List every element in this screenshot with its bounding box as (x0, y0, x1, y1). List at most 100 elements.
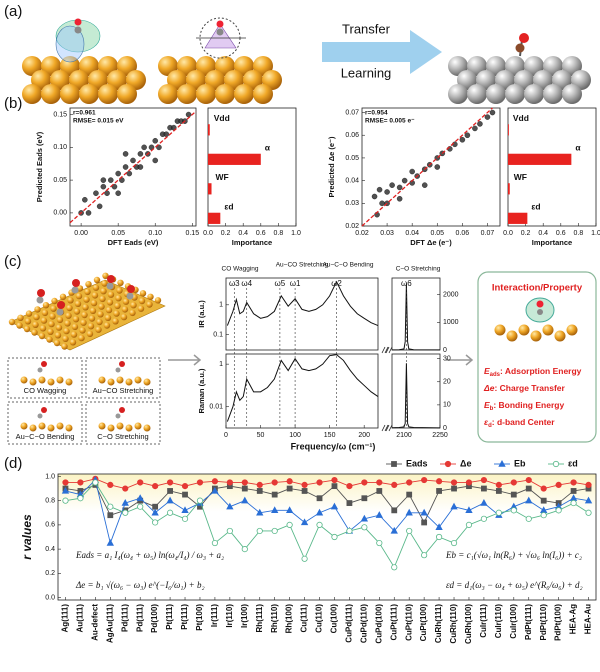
atom (100, 288, 107, 295)
y-tick-label: 0.02 (345, 223, 359, 230)
x-axis-label: Importance (532, 238, 572, 247)
y-tick-label: 0.10 (53, 144, 67, 151)
atom (37, 413, 43, 419)
atom (29, 424, 37, 432)
atom (98, 303, 105, 310)
point (434, 164, 441, 170)
point (130, 157, 136, 164)
atom (143, 424, 151, 432)
marker (300, 518, 309, 526)
point (100, 183, 107, 190)
marker (181, 483, 189, 490)
y-axis-label: r values (20, 514, 34, 560)
marker (480, 515, 488, 522)
atom (147, 293, 154, 300)
marker (451, 485, 457, 492)
equation: Eb = c₁(√ω₁ ln(R₆) + √ω₆ ln(I₆)) + c₂ (445, 550, 582, 560)
x-axis-label: Importance (232, 238, 272, 247)
legend-label: Eads (406, 458, 428, 468)
x-tick-label: CuPd(100) (374, 604, 383, 644)
marker (226, 527, 233, 535)
panel-label: (c) (4, 253, 22, 270)
mode-label: ω4 (241, 279, 252, 288)
marker (421, 476, 428, 484)
x-axis-label: Frequency/ω (cm⁻¹) (291, 441, 376, 451)
marker (301, 488, 308, 494)
atom (64, 320, 71, 327)
x-tick-label: 0.04 (405, 230, 419, 237)
atom (93, 276, 101, 284)
atom (562, 84, 582, 104)
x-tick-label: CuPd(111) (345, 604, 354, 643)
point (141, 144, 147, 151)
atom (39, 325, 47, 332)
marker (107, 503, 114, 510)
atom (71, 286, 79, 294)
point (477, 121, 483, 127)
x-tick-label: Au-defect (90, 604, 99, 641)
marker (167, 488, 173, 494)
x-tick-label: 0.2 (521, 230, 531, 237)
fit-line (361, 107, 493, 227)
point (464, 132, 471, 138)
marker (107, 512, 114, 519)
equation: εd = d₁(ω₃ − ω₄ + ω₅) e^(R₆/ω₆) + d₂ (446, 580, 583, 590)
atom (505, 84, 525, 104)
marker (360, 514, 369, 522)
atom (99, 295, 106, 303)
point (484, 114, 491, 120)
y-axis-label: Predicted Eads (eV) (35, 131, 44, 202)
marker (585, 481, 592, 489)
marker (181, 515, 189, 522)
marker (435, 478, 443, 485)
section-title: CO Wagging (222, 266, 259, 273)
bar (208, 124, 210, 136)
marker (181, 506, 189, 514)
atom (47, 424, 55, 432)
legend-label: Eb (514, 458, 526, 468)
atom (92, 284, 100, 291)
category-label: εd (531, 201, 540, 211)
atom (107, 291, 115, 298)
property-title: Interaction/Property (492, 283, 583, 294)
atom (524, 84, 544, 104)
marker (465, 479, 473, 486)
y-tick-label: 0.2 (45, 570, 55, 577)
x-tick-label: 50 (257, 432, 265, 439)
x-tick-label: Cu(111) (300, 604, 309, 633)
atom (112, 318, 119, 325)
x-axis-label: DFT Δe (e⁻) (410, 238, 452, 247)
arrow-text: Transfer (342, 21, 391, 36)
atom (41, 407, 47, 413)
property: Eb: Bonding Energy (484, 400, 564, 411)
property: Δe: Charge Transfer (483, 383, 566, 393)
marker (271, 491, 278, 498)
marker (107, 481, 114, 489)
spectrum-line (391, 363, 441, 429)
x-tick-label: Pt(100) (195, 604, 204, 631)
mode-box (7, 357, 83, 399)
x-tick-label: CuRh(100) (464, 604, 473, 644)
marker (106, 539, 114, 546)
x-tick-label: 0.4 (238, 230, 248, 237)
atom (101, 280, 108, 287)
marker (465, 521, 473, 528)
atom (60, 84, 80, 104)
x-tick-label: Cu(100) (330, 604, 339, 634)
atom (530, 330, 542, 342)
axis-break (381, 424, 389, 432)
x-tick-label: 0.05 (430, 230, 444, 237)
atom (16, 322, 23, 329)
x-tick-label: Pt(111) (165, 604, 174, 630)
marker (331, 476, 338, 484)
atom (127, 285, 135, 293)
bar (508, 153, 572, 165)
atom (97, 311, 104, 318)
marker (552, 460, 560, 468)
marker (92, 479, 99, 486)
marker (361, 495, 368, 502)
atom (80, 319, 87, 326)
marker (256, 508, 264, 516)
y-axis-label: IR (a.u.) (197, 300, 206, 328)
marker (331, 483, 338, 490)
